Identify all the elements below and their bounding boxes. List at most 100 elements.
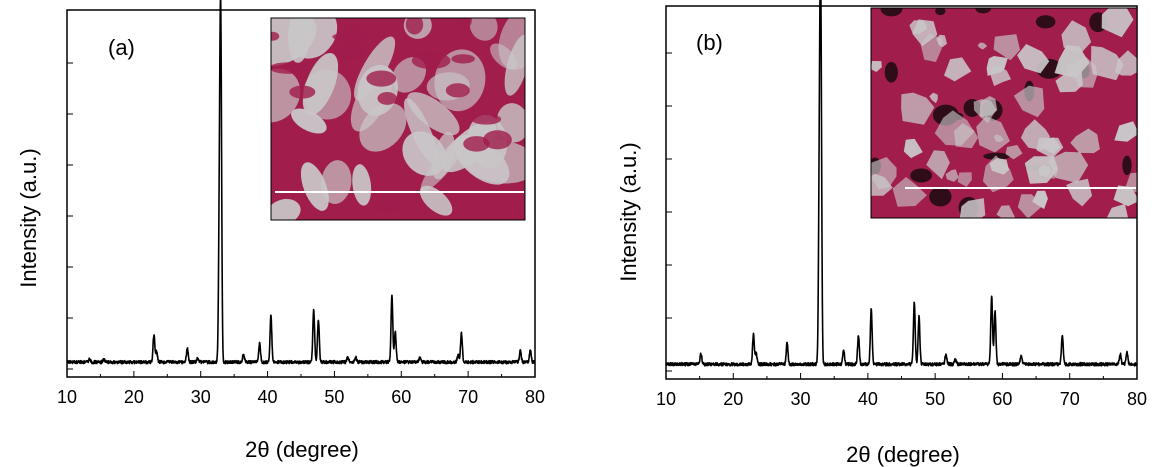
sem-particle [1061,20,1092,53]
sem-grain [271,198,301,220]
sem-particle [993,134,1004,143]
sem-particle [1065,63,1077,76]
x-tick-label: 30 [191,387,211,407]
inset-border [270,17,526,221]
sem-shadow [445,83,470,98]
x-tick-label: 40 [858,389,878,409]
x-tick-label: 80 [1127,389,1147,409]
y-axis-label-a: Intensity (a.u.) [16,148,41,287]
sem-grain [288,18,312,63]
sem-particle [986,56,1008,76]
sem-grain [291,108,327,134]
sem-shadow [483,130,512,150]
sem-particle [871,61,882,72]
sem-grain [303,69,352,120]
sem-shadow [372,200,403,213]
x-tick-label: 80 [525,387,545,407]
sem-inset-a [270,17,526,221]
sem-particle [1066,178,1093,207]
sem-shadow [459,18,472,29]
sem-particle [976,116,1010,153]
sem-void [884,61,898,83]
sem-void [1035,15,1056,29]
sem-void [880,8,903,17]
x-tick-label: 70 [1060,389,1080,409]
sem-particle [1005,145,1023,160]
x-tick-label: 20 [124,387,144,407]
sem-shadow [334,44,366,61]
sem-shadow [405,18,424,35]
sem-shadow [471,113,502,125]
y-axis-label-b: Intensity (a.u.) [616,142,641,281]
panel-label-a: (a) [108,35,135,60]
sem-shadow [516,204,525,220]
sem-particle [934,110,975,146]
sem-shadow [366,70,397,87]
sem-particle [920,33,943,62]
x-tick-label: 50 [324,387,344,407]
sem-particle [973,99,997,124]
sem-particle [996,205,1015,218]
sem-particle [871,157,897,190]
sem-void [1122,155,1132,176]
sem-particle [1101,8,1134,38]
sem-particle [929,92,938,104]
sem-void [910,168,933,183]
sem-shadow [343,24,359,40]
sem-grain [403,98,439,165]
sem-grain [431,132,455,180]
x-tick-label: 10 [656,389,676,409]
sem-shadow [411,52,451,70]
sem-shadow [271,62,309,74]
sem-grain [300,162,329,211]
x-tick-label: 60 [391,387,411,407]
sem-void [935,8,946,16]
sem-particle [1017,194,1043,218]
xrd-pattern-line-a [66,0,536,365]
x-axis-label-a: 2θ (degree) [245,437,359,462]
sem-grain [321,160,352,205]
xrd-pattern-line-b [665,0,1138,367]
inset-border [870,7,1138,219]
xrd-chart-b: (b) Intensity (a.u.) 2θ (degree) 10 20 30 4… [616,0,1147,467]
x-tick-label: 70 [458,387,478,407]
x-tick-label: 10 [57,387,77,407]
sem-particle [1032,190,1048,210]
sem-void [975,8,992,14]
sem-inset-b [870,7,1138,219]
x-tick-label: 60 [992,389,1012,409]
sem-grain [271,68,301,123]
sem-grain [407,92,460,136]
xrd-chart-a: (a) Intensity (a.u.) 2θ (degree) 10 20 30 4… [16,0,545,462]
sem-shadow [451,54,476,64]
sem-particle [945,169,959,182]
sem-particle [957,172,972,187]
sem-shadow [271,31,280,41]
sem-particle [1013,85,1045,118]
sem-particle [1070,128,1100,154]
sem-grain [419,185,453,216]
x-axis-label-b: 2θ (degree) [846,442,960,467]
x-tick-label: 40 [258,387,278,407]
sem-particle [989,158,1009,175]
panel-b: (b) Intensity (a.u.) 2θ (degree) 10 20 30 4… [578,0,1156,467]
sem-particle [909,20,928,34]
sem-shadow [377,92,397,105]
sem-particle [1115,50,1137,76]
sem-particle [1113,185,1137,207]
panel-label-b: (b) [696,30,723,55]
sem-particle [901,92,935,125]
sem-particle [1036,137,1064,159]
sem-particle [903,138,923,159]
x-tick-label: 20 [723,389,743,409]
sem-particle [892,177,927,207]
sem-grain [354,36,396,101]
sem-particle [977,42,988,50]
sem-grain [504,34,525,96]
sem-particle [1106,203,1128,218]
sem-shadow [289,85,316,99]
sem-particle [1114,121,1137,142]
sem-particle [959,198,986,218]
x-tick-label: 50 [925,389,945,409]
sem-particle [1054,45,1090,78]
